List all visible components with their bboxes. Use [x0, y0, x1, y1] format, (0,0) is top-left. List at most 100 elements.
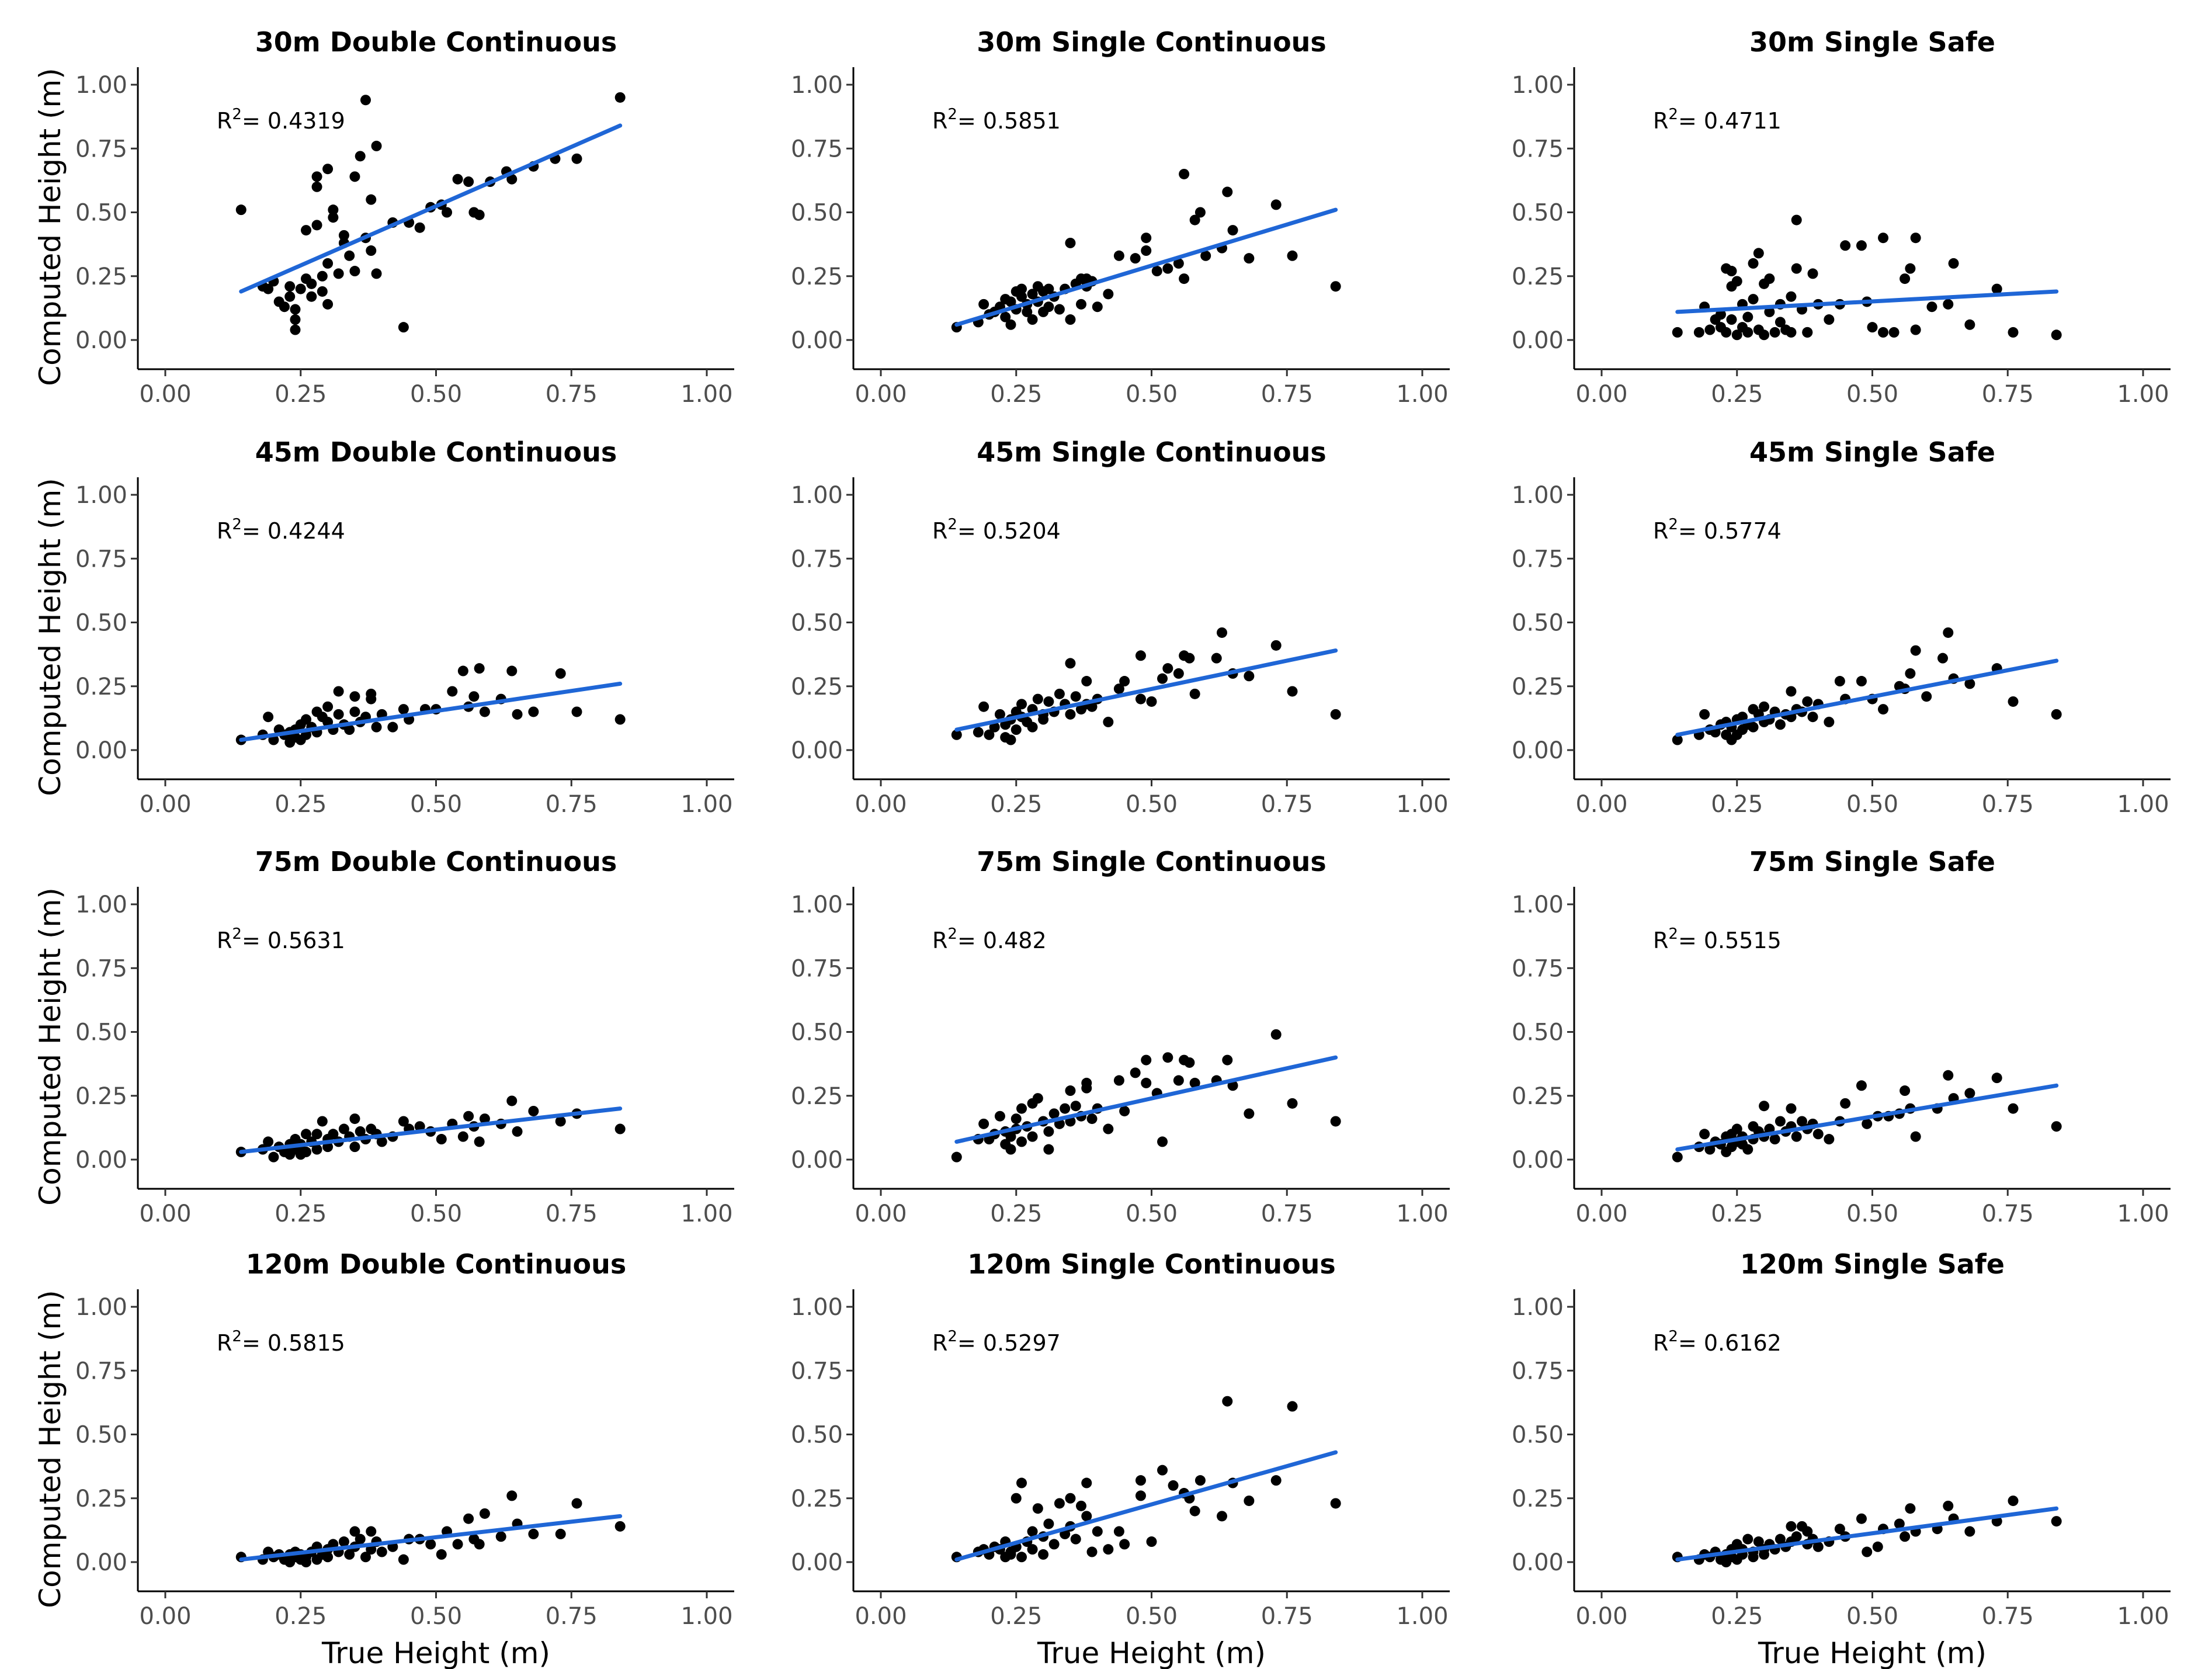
x-tick-label: 0.75 [546, 1603, 598, 1630]
data-point [1769, 327, 1780, 338]
data-point [1010, 724, 1022, 735]
data-point [344, 724, 355, 735]
data-point [474, 1136, 485, 1147]
data-point [452, 174, 463, 185]
r-squared-label: R2= 0.5297 [932, 1328, 1061, 1356]
x-tick-label: 0.00 [855, 1603, 907, 1630]
data-point [1070, 691, 1081, 702]
data-point [1060, 1103, 1071, 1114]
panel-75m-single-safe: 75m Single Safe 0.00 0.25 0.50 0.75 1.00 0.00 0… [1512, 846, 2171, 1227]
data-point [371, 721, 382, 733]
data-point [1016, 1477, 1027, 1488]
data-point [1270, 1029, 1282, 1040]
x-tick-label: 0.75 [1982, 1200, 2034, 1227]
data-point [1086, 701, 1098, 712]
data-point [1244, 253, 1255, 264]
y-tick-label: 0.00 [1512, 737, 1564, 764]
x-tick-label: 0.25 [990, 1200, 1042, 1227]
data-point [571, 1498, 582, 1509]
data-point [1027, 314, 1038, 325]
data-point [301, 1146, 312, 1157]
data-point [1027, 721, 1038, 733]
data-point [1048, 1539, 1060, 1550]
data-point [1135, 650, 1146, 661]
panel-120m-single-safe: 120m Single Safe 0.00 0.25 0.50 0.75 1.00 0.00… [1512, 1248, 2171, 1669]
regression-line [239, 1106, 623, 1154]
r-squared-label: R2= 0.5774 [1653, 516, 1782, 544]
data-point [338, 1536, 349, 1547]
data-point [1043, 1144, 1054, 1155]
x-tick-label: 0.00 [1575, 1603, 1627, 1630]
x-tick-label: 0.00 [139, 1603, 191, 1630]
data-point [1222, 186, 1233, 197]
data-point [452, 1539, 463, 1550]
data-point [1016, 291, 1027, 302]
data-point [1330, 281, 1341, 292]
y-tick-label: 0.50 [791, 200, 843, 227]
data-point [1824, 1134, 1835, 1145]
data-point [371, 140, 382, 151]
data-point [951, 729, 962, 740]
data-point [1038, 1549, 1049, 1560]
data-point [1217, 1511, 1228, 1522]
x-tick-label: 0.50 [1846, 381, 1898, 408]
data-point [333, 709, 344, 720]
y-tick-label: 0.75 [791, 1358, 843, 1385]
data-point [1802, 696, 1813, 707]
data-point [1141, 1077, 1152, 1088]
data-point [1168, 1480, 1179, 1491]
y-tick-label: 0.50 [791, 1422, 843, 1449]
data-point [1086, 1546, 1098, 1557]
data-point [506, 1490, 518, 1501]
data-point [1038, 714, 1049, 725]
panel-title: 120m Single Continuous [967, 1248, 1336, 1280]
data-point [1010, 1493, 1022, 1504]
data-point [317, 286, 328, 297]
data-point [1791, 1531, 1802, 1542]
x-axis-title: True Height (m) [321, 1636, 550, 1669]
regression-line [239, 681, 623, 742]
data-point [1000, 311, 1011, 322]
y-axis-title: Computed Height (m) [33, 68, 67, 386]
panel-45m-single-continuous: 45m Single Continuous 0.00 0.25 0.50 0.75 1.0… [791, 436, 1450, 818]
data-point [2051, 709, 2062, 720]
data-point [1189, 1505, 1200, 1517]
data-point [1791, 263, 1802, 274]
data-point [2008, 696, 2019, 707]
data-point [290, 324, 301, 335]
r-squared-label: R2= 0.4711 [1653, 106, 1782, 134]
r-squared-label: R2= 0.6162 [1653, 1328, 1782, 1356]
data-point [989, 721, 1000, 733]
panel-title: 45m Single Safe [1749, 436, 1995, 468]
data-point [1905, 1503, 1916, 1514]
x-tick-label: 0.50 [1126, 1603, 1178, 1630]
y-tick-label: 1.00 [791, 482, 843, 509]
x-tick-label: 0.25 [275, 791, 327, 818]
data-point [311, 1129, 322, 1140]
y-tick-label: 0.00 [791, 1147, 843, 1174]
data-point [457, 1131, 468, 1142]
x-axis-title: True Height (m) [1037, 1636, 1266, 1669]
data-point [1287, 1401, 1298, 1412]
data-point [1065, 237, 1076, 248]
data-point [1141, 233, 1152, 244]
data-point [1027, 1526, 1038, 1537]
y-tick-label: 0.00 [1512, 1549, 1564, 1576]
data-point [398, 1554, 409, 1565]
data-point [474, 663, 485, 674]
data-point [1330, 1116, 1341, 1127]
data-point [1103, 1123, 1114, 1134]
data-point [1222, 1396, 1233, 1407]
data-point [1834, 1524, 1845, 1535]
r-squared-label: R2= 0.5515 [1653, 925, 1782, 953]
data-point [1194, 1475, 1206, 1486]
data-point [1699, 1129, 1710, 1140]
y-tick-label: 0.25 [791, 1486, 843, 1512]
data-point [333, 686, 344, 697]
y-tick-label: 0.25 [1512, 674, 1564, 700]
data-point [1054, 1498, 1065, 1509]
x-tick-label: 0.75 [546, 1200, 598, 1227]
data-point [1103, 289, 1114, 300]
y-tick-label: 0.75 [75, 1358, 127, 1385]
data-point [1791, 214, 1802, 225]
